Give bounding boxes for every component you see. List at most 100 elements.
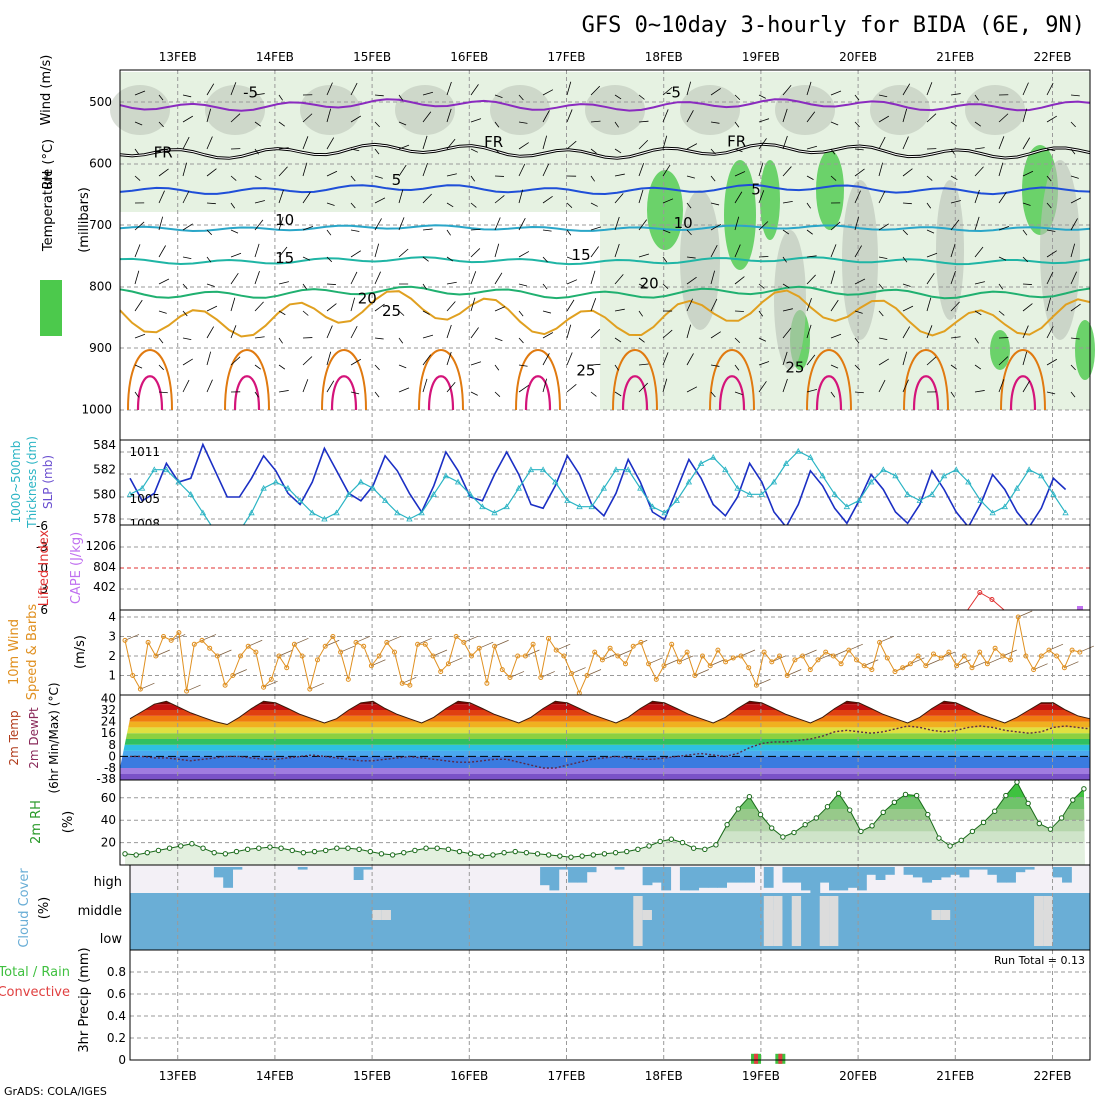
rh2m-marker xyxy=(200,845,206,851)
wind-marker xyxy=(153,653,159,659)
wind-barb xyxy=(350,297,356,312)
rh2m-marker xyxy=(947,843,953,849)
cloud-low-gap xyxy=(763,896,774,946)
rh2m-marker xyxy=(813,815,819,821)
wind-barb xyxy=(134,221,145,231)
rh2m-marker xyxy=(992,808,998,814)
wind-marker xyxy=(738,653,744,659)
wind-marker xyxy=(122,637,128,643)
wind-barb xyxy=(614,243,620,258)
wind-barb xyxy=(926,272,935,285)
wind-barb xyxy=(326,202,335,206)
wind-barb xyxy=(374,197,386,204)
wind10m-ylabel-1: 10m Wind xyxy=(7,619,22,685)
contour-label: 15 xyxy=(275,249,294,267)
rh2m-marker xyxy=(289,847,295,854)
wind-barb xyxy=(446,301,456,312)
wind-barb xyxy=(902,379,909,393)
y-axis-labels: RH Temperature (°C) (millibars) Wind (m/s… xyxy=(0,55,92,1053)
wind-barb xyxy=(182,379,190,393)
thickness-marker xyxy=(406,515,413,522)
wind-barb xyxy=(326,137,335,150)
wind-marker xyxy=(661,663,667,669)
wind-barb xyxy=(302,356,313,366)
cloud-high-bar xyxy=(353,867,364,880)
thickness-marker xyxy=(734,484,741,491)
top-day-label: 22FEB xyxy=(1034,50,1072,64)
rh-shade xyxy=(870,85,930,135)
wind10m-barb xyxy=(186,684,201,692)
cloud-high-bar xyxy=(1062,867,1072,883)
wind-barb xyxy=(494,337,503,342)
thickness-marker xyxy=(381,497,389,503)
wind-barb xyxy=(134,244,141,258)
wind10m-barb xyxy=(756,678,771,686)
wind-barb xyxy=(374,243,380,258)
cloud-ylabel-1: Cloud Cover xyxy=(17,868,32,948)
wind10m-barb xyxy=(124,634,140,641)
wind-tick: 3 xyxy=(108,630,116,644)
wind-barb xyxy=(374,303,385,312)
wind-marker xyxy=(592,649,598,655)
cloud-high-bar xyxy=(782,867,793,883)
wind-barb xyxy=(422,193,432,204)
wind-barb xyxy=(662,164,671,177)
wind-barb xyxy=(566,324,572,339)
wind-barb xyxy=(974,216,980,231)
wind-barb xyxy=(566,279,578,285)
wind-marker xyxy=(900,665,906,671)
cloud-high-bar xyxy=(847,867,858,888)
wind-marker xyxy=(330,634,336,639)
temp2m-ylabel-1-part: 2m Temp xyxy=(7,710,21,765)
thickness-marker xyxy=(479,503,486,510)
rh-shade xyxy=(842,180,878,340)
wind-barb xyxy=(854,364,860,371)
precip-tick: 0.4 xyxy=(107,1009,126,1023)
wind-barb xyxy=(1070,148,1076,155)
wind-barb xyxy=(734,310,744,312)
wind-barb xyxy=(518,218,526,231)
rh2m-marker xyxy=(657,838,663,845)
wind-barb xyxy=(830,391,836,398)
contour-label: 25 xyxy=(382,302,401,320)
rh-tick: 20 xyxy=(101,836,116,850)
wind-barb xyxy=(806,354,816,366)
wind-barb xyxy=(830,90,842,96)
isotherm-30 xyxy=(224,349,270,411)
thickness-marker xyxy=(831,491,838,497)
isotherm-5 xyxy=(119,183,1091,196)
wind-barb xyxy=(614,364,619,371)
wind-barb xyxy=(254,219,264,231)
wind-barb xyxy=(686,256,696,259)
wind-barb xyxy=(1070,94,1080,97)
wind-barb xyxy=(230,113,241,123)
temp-ylabel-base-part: Temperature (°C) xyxy=(41,139,56,252)
thickness-marker xyxy=(770,478,778,485)
wind-barb xyxy=(470,202,477,208)
wind-barb xyxy=(518,251,530,258)
wind-barb xyxy=(278,310,286,316)
wind-barb xyxy=(734,191,743,204)
wind-barb xyxy=(854,278,866,285)
wind-barb xyxy=(542,310,552,314)
precip-ylabel-3-part: 3hr Precip (mm) xyxy=(77,947,92,1052)
wind-barb xyxy=(542,332,554,339)
wind10m-ylabel-2: Speed & Barbs xyxy=(25,604,40,701)
wind-barb xyxy=(878,162,884,177)
wind10m-barb xyxy=(201,634,217,641)
cloud-high-bar xyxy=(717,867,728,888)
isotherm-35 xyxy=(330,375,358,411)
contour-label: 25 xyxy=(576,362,595,380)
wind-barb xyxy=(254,148,259,155)
run-total-annotation: Run Total = 0.13 xyxy=(994,954,1085,967)
rh2m-marker xyxy=(356,846,362,853)
wind-barb xyxy=(134,148,140,155)
wind-barb xyxy=(326,303,337,312)
wind-marker xyxy=(777,653,782,659)
wind-barb xyxy=(710,148,716,155)
wind-barb xyxy=(878,256,888,259)
wind-barb xyxy=(974,281,985,285)
rh2m-marker xyxy=(345,845,351,851)
wind-barb xyxy=(806,175,814,180)
